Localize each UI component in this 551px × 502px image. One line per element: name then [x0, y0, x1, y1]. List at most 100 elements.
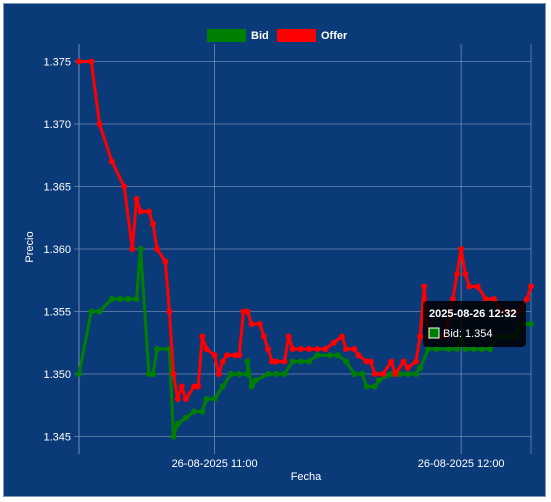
- data-point-bid[interactable]: [199, 408, 206, 415]
- data-point-offer[interactable]: [76, 58, 82, 65]
- data-point-offer[interactable]: [256, 321, 263, 327]
- data-point-offer[interactable]: [154, 246, 161, 252]
- data-point-offer[interactable]: [199, 333, 206, 340]
- data-point-offer[interactable]: [297, 346, 304, 352]
- data-point-bid[interactable]: [334, 352, 341, 359]
- chart-legend[interactable]: Bid Offer: [207, 29, 348, 42]
- data-point-offer[interactable]: [162, 258, 169, 265]
- data-point-offer[interactable]: [322, 346, 329, 352]
- data-point-offer[interactable]: [182, 396, 189, 402]
- data-point-bid[interactable]: [76, 371, 82, 377]
- data-point-bid[interactable]: [203, 396, 210, 402]
- data-point-offer[interactable]: [88, 58, 95, 65]
- data-point-offer[interactable]: [149, 221, 156, 227]
- data-point-bid[interactable]: [343, 358, 350, 365]
- data-point-bid[interactable]: [326, 352, 333, 359]
- data-point-offer[interactable]: [400, 358, 407, 365]
- data-point-bid[interactable]: [359, 371, 366, 377]
- data-point-bid[interactable]: [314, 352, 321, 359]
- data-point-offer[interactable]: [367, 358, 374, 365]
- data-point-offer[interactable]: [166, 308, 173, 315]
- data-point-offer[interactable]: [454, 271, 461, 277]
- legend-item-offer[interactable]: Offer: [277, 29, 348, 42]
- data-point-offer[interactable]: [371, 371, 378, 377]
- data-point-offer[interactable]: [306, 346, 313, 352]
- data-point-offer[interactable]: [449, 296, 456, 302]
- data-point-offer[interactable]: [330, 339, 337, 346]
- data-point-bid[interactable]: [182, 414, 189, 421]
- data-point-bid[interactable]: [236, 371, 243, 377]
- data-point-offer[interactable]: [351, 346, 358, 352]
- data-point-offer[interactable]: [265, 346, 272, 352]
- data-point-offer[interactable]: [232, 352, 239, 359]
- data-point-bid[interactable]: [248, 383, 255, 390]
- data-point-bid[interactable]: [478, 346, 485, 352]
- data-point-offer[interactable]: [355, 352, 362, 359]
- data-point-offer[interactable]: [129, 246, 136, 252]
- data-point-bid[interactable]: [265, 371, 272, 377]
- data-point-bid[interactable]: [174, 421, 181, 427]
- data-point-offer[interactable]: [260, 333, 267, 340]
- data-point-bid[interactable]: [117, 296, 124, 302]
- data-point-offer[interactable]: [380, 371, 387, 377]
- data-point-offer[interactable]: [289, 346, 296, 352]
- data-point-bid[interactable]: [375, 377, 382, 384]
- data-point-bid[interactable]: [528, 321, 534, 327]
- data-point-offer[interactable]: [219, 358, 226, 365]
- data-point-offer[interactable]: [528, 283, 534, 290]
- data-point-bid[interactable]: [273, 371, 280, 377]
- data-point-offer[interactable]: [203, 346, 210, 352]
- data-point-bid[interactable]: [228, 371, 235, 377]
- data-point-offer[interactable]: [388, 358, 395, 365]
- data-point-offer[interactable]: [244, 308, 251, 315]
- data-point-bid[interactable]: [154, 346, 161, 352]
- data-point-bid[interactable]: [445, 346, 452, 352]
- data-point-bid[interactable]: [404, 371, 411, 377]
- data-point-offer[interactable]: [466, 283, 473, 290]
- data-point-offer[interactable]: [421, 283, 428, 290]
- data-point-bid[interactable]: [125, 296, 132, 302]
- price-line-chart[interactable]: 1.345 1.350 1.355 1.360 1.365 1.370 1.375 26-0…: [4, 4, 547, 498]
- data-point-offer[interactable]: [314, 346, 321, 352]
- data-point-bid[interactable]: [191, 408, 198, 415]
- data-point-offer[interactable]: [215, 371, 222, 377]
- data-point-bid[interactable]: [244, 371, 251, 377]
- data-point-offer[interactable]: [145, 208, 152, 215]
- data-point-bid[interactable]: [306, 358, 313, 365]
- data-point-offer[interactable]: [392, 371, 399, 377]
- data-point-offer[interactable]: [458, 246, 465, 252]
- data-point-bid[interactable]: [433, 346, 440, 352]
- data-point-offer[interactable]: [482, 296, 489, 302]
- data-point-offer[interactable]: [269, 358, 276, 365]
- data-point-bid[interactable]: [244, 358, 251, 365]
- data-point-offer[interactable]: [191, 383, 198, 390]
- data-point-offer[interactable]: [363, 358, 370, 365]
- data-point-offer[interactable]: [417, 333, 424, 340]
- data-point-bid[interactable]: [417, 364, 424, 371]
- data-point-bid[interactable]: [363, 383, 370, 390]
- legend-item-bid[interactable]: Bid: [207, 29, 269, 42]
- data-point-bid[interactable]: [281, 371, 288, 377]
- data-point-offer[interactable]: [108, 158, 115, 165]
- data-point-offer[interactable]: [133, 196, 140, 202]
- data-point-offer[interactable]: [474, 283, 481, 290]
- data-point-bid[interactable]: [351, 371, 358, 377]
- data-point-bid[interactable]: [425, 346, 432, 352]
- data-point-bid[interactable]: [170, 433, 177, 440]
- data-point-bid[interactable]: [145, 371, 152, 377]
- data-point-bid[interactable]: [470, 346, 477, 352]
- data-point-bid[interactable]: [462, 346, 469, 352]
- data-point-bid[interactable]: [133, 296, 140, 302]
- data-point-bid[interactable]: [388, 371, 395, 377]
- data-point-offer[interactable]: [491, 296, 498, 302]
- data-point-offer[interactable]: [223, 352, 230, 359]
- data-point-offer[interactable]: [211, 352, 218, 359]
- data-point-offer[interactable]: [96, 121, 103, 127]
- data-point-offer[interactable]: [281, 358, 288, 365]
- data-point-offer[interactable]: [273, 358, 280, 365]
- data-point-bid[interactable]: [297, 358, 304, 365]
- data-point-bid[interactable]: [96, 308, 103, 315]
- data-point-bid[interactable]: [371, 383, 378, 390]
- data-point-offer[interactable]: [285, 333, 292, 340]
- data-point-offer[interactable]: [248, 321, 255, 327]
